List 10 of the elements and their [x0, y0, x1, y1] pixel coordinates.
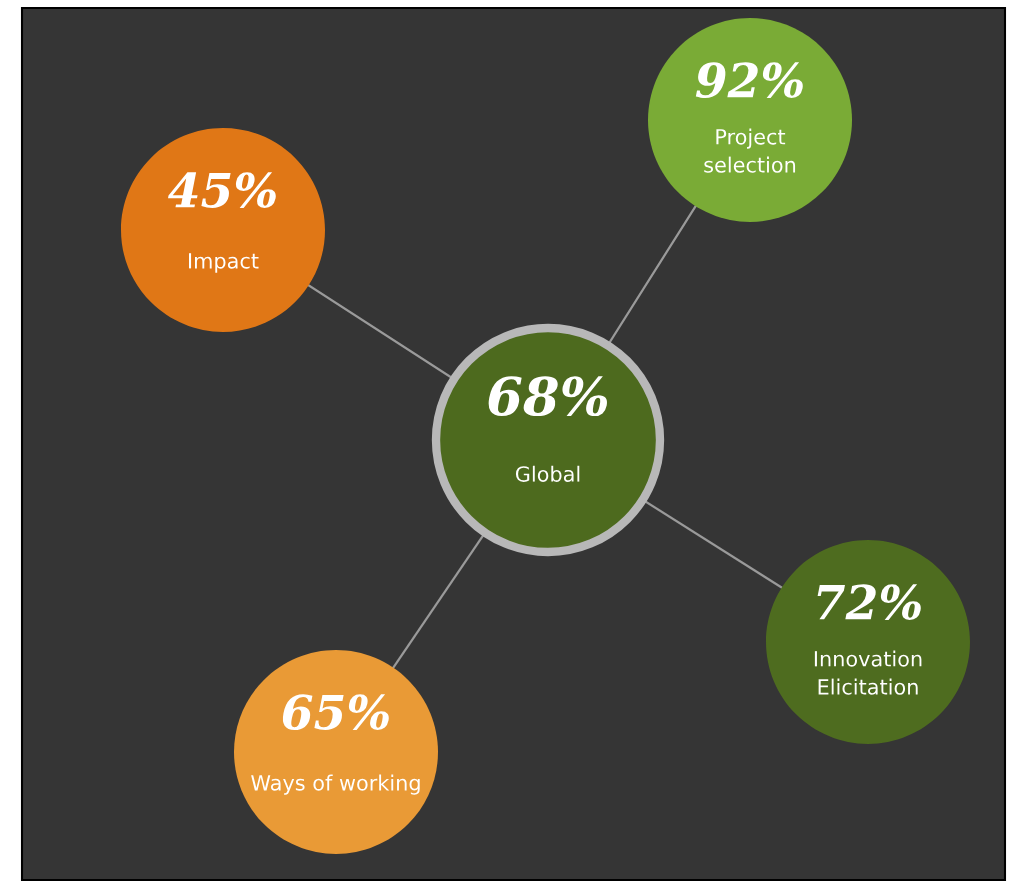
category-label: Impact [189, 253, 259, 273]
data-label: 45% [168, 172, 276, 208]
data-label: 65% [282, 694, 389, 730]
data-label: 92% [695, 62, 803, 98]
category-label: Innovation Elicitation [814, 650, 922, 695]
data-label: 68% [488, 376, 607, 417]
category-label: Global [515, 465, 580, 482]
category-label: Ways of working [251, 774, 420, 795]
data-label: 72% [817, 584, 921, 620]
category-label: Project selection [704, 128, 796, 173]
